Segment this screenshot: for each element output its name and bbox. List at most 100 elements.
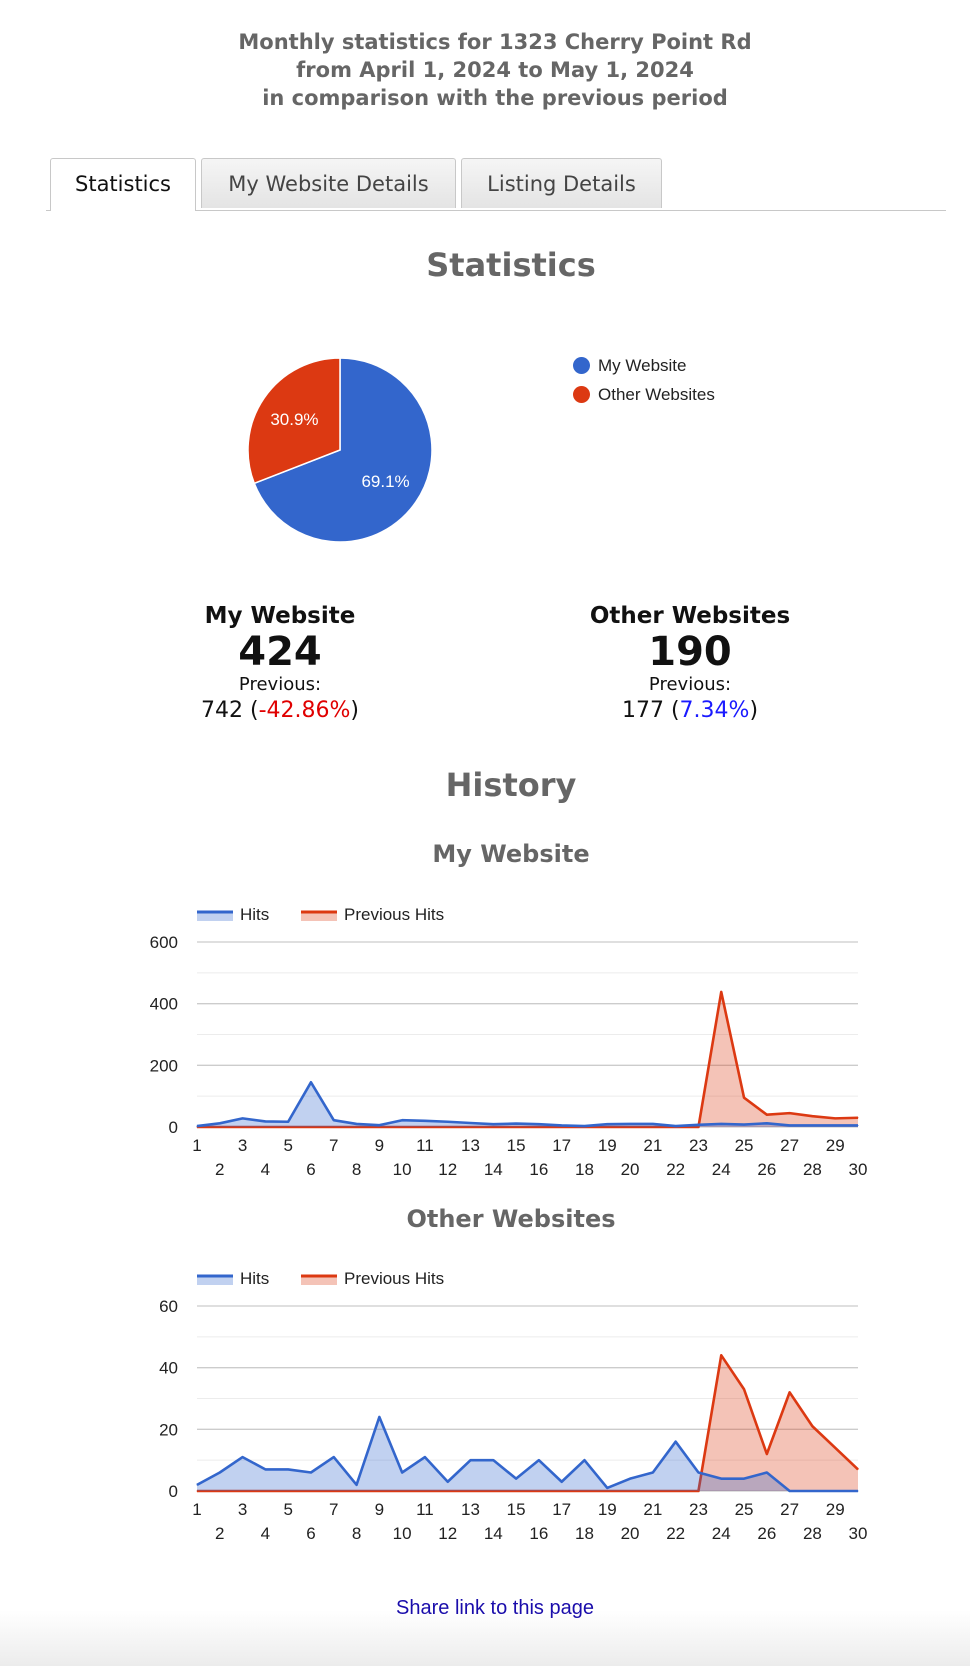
data-point (583, 1490, 585, 1492)
data-point (424, 1456, 426, 1458)
legend-swatch-fill (197, 1276, 233, 1285)
data-point (333, 1119, 335, 1121)
data-point (675, 1441, 677, 1443)
data-point (310, 1472, 312, 1473)
data-point (196, 1125, 198, 1127)
data-point (697, 1126, 699, 1128)
data-point (287, 1468, 289, 1470)
data-point (538, 1126, 540, 1128)
x-tick-label: 26 (757, 1160, 776, 1179)
data-point (492, 1490, 494, 1492)
pie-slice-label: 30.9% (270, 410, 318, 429)
data-point (470, 1490, 472, 1492)
data-point (242, 1126, 244, 1128)
x-tick-label: 17 (552, 1500, 571, 1519)
data-point (766, 1472, 768, 1473)
chart-title-other-websites: Other Websites (406, 1205, 616, 1233)
data-point (538, 1459, 540, 1461)
x-tick-label: 21 (643, 1500, 662, 1519)
stat-previous-label: Previous: (648, 674, 732, 695)
data-point (310, 1126, 312, 1128)
data-point (401, 1119, 403, 1121)
x-tick-label: 5 (283, 1500, 292, 1519)
data-point (538, 1490, 540, 1492)
pie-chart: 69.1% 30.9% (247, 357, 433, 543)
x-tick-label: 28 (803, 1160, 822, 1179)
y-tick-label: 600 (150, 933, 178, 952)
data-point (219, 1126, 221, 1128)
data-point (264, 1490, 266, 1492)
data-point (219, 1122, 221, 1124)
data-point (310, 1490, 312, 1492)
data-point (606, 1126, 608, 1128)
data-point (447, 1490, 449, 1492)
data-point (378, 1126, 380, 1128)
tab-my-website-details[interactable]: My Website Details (201, 158, 456, 208)
stat-name: My Website (204, 603, 356, 629)
data-point (196, 1490, 198, 1492)
legend-other-websites: Other Websites (598, 385, 715, 404)
x-tick-label: 15 (507, 1500, 526, 1519)
x-tick-label: 22 (666, 1524, 685, 1543)
data-point (720, 991, 722, 993)
data-point (606, 1490, 608, 1492)
x-tick-label: 7 (329, 1500, 338, 1519)
legend-my-website: My Website (598, 356, 687, 375)
share-link[interactable]: Share link to this page (396, 1597, 594, 1619)
x-tick-label: 20 (621, 1160, 640, 1179)
legend-other-websites-swatch (573, 386, 590, 403)
stat-previous-label: Previous: (238, 674, 322, 695)
data-point (287, 1490, 289, 1492)
area-previous-hits (197, 1355, 858, 1491)
x-tick-label: 14 (484, 1160, 503, 1179)
data-point (424, 1120, 426, 1122)
data-point (287, 1126, 289, 1128)
x-tick-label: 18 (575, 1524, 594, 1543)
data-point (378, 1124, 380, 1126)
page-header: Monthly statistics for 1323 Cherry Point… (0, 28, 970, 112)
x-tick-label: 11 (416, 1136, 434, 1155)
history-title: History (445, 766, 577, 804)
data-point (789, 1112, 791, 1114)
data-point (561, 1490, 563, 1492)
data-point (515, 1123, 517, 1125)
tab-statistics[interactable]: Statistics (50, 158, 196, 211)
x-tick-label: 20 (621, 1524, 640, 1543)
data-point (743, 1388, 745, 1390)
data-point (652, 1123, 654, 1125)
data-point (561, 1124, 563, 1126)
x-tick-label: 2 (215, 1160, 224, 1179)
x-tick-label: 16 (529, 1524, 548, 1543)
data-point (470, 1122, 472, 1124)
data-point (606, 1123, 608, 1125)
data-point (310, 1081, 312, 1083)
data-point (834, 1490, 836, 1492)
data-point (219, 1472, 221, 1473)
data-point (424, 1126, 426, 1128)
line-hits (196, 1415, 858, 1493)
data-point (242, 1117, 244, 1119)
legend-hits: Hits (197, 1269, 269, 1288)
stat-previous: 177 (7.34%) (621, 698, 759, 723)
x-tick-label: 4 (261, 1160, 270, 1179)
legend-previous-hits: Previous Hits (301, 905, 444, 924)
stat-previous: 742 (-42.86%) (201, 698, 359, 723)
data-point (652, 1472, 654, 1473)
data-point (492, 1123, 494, 1125)
data-point (811, 1124, 813, 1126)
x-tick-label: 23 (689, 1136, 708, 1155)
x-tick-label: 12 (438, 1524, 457, 1543)
data-point (766, 1453, 768, 1455)
x-tick-label: 9 (375, 1500, 384, 1519)
data-point (378, 1490, 380, 1492)
tab-listing-details[interactable]: Listing Details (461, 158, 662, 208)
data-point (401, 1126, 403, 1128)
stat-value: 190 (648, 629, 732, 675)
header-line-2: from April 1, 2024 to May 1, 2024 (296, 58, 694, 82)
line-previous-hits (197, 990, 859, 1129)
data-point (356, 1123, 358, 1125)
data-point (675, 1490, 677, 1492)
data-point (447, 1121, 449, 1123)
data-point (333, 1490, 335, 1492)
legend-swatch-fill (197, 912, 233, 921)
